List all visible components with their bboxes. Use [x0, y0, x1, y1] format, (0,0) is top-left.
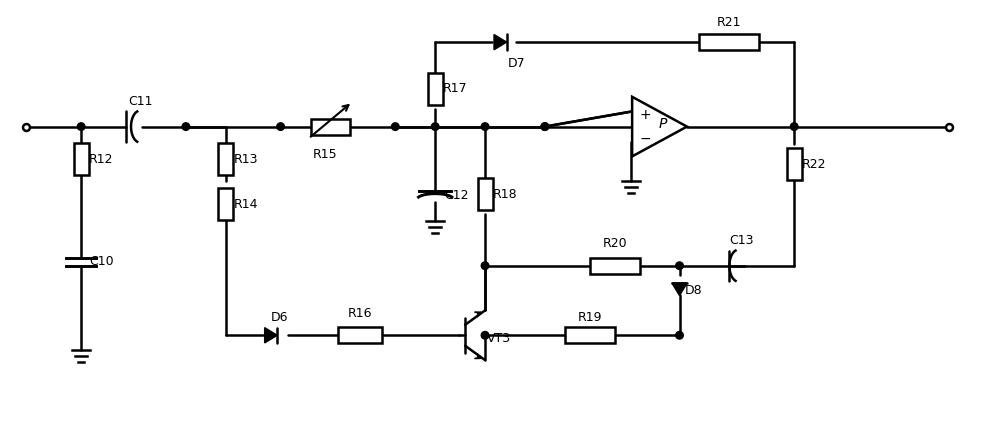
Bar: [699, 34, 759, 50]
Text: R16: R16: [348, 307, 373, 320]
Text: D7: D7: [508, 57, 526, 71]
Text: R13: R13: [234, 153, 258, 166]
Text: D8: D8: [684, 284, 702, 297]
Circle shape: [431, 123, 439, 131]
Bar: [338, 327, 382, 343]
Text: R17: R17: [443, 82, 468, 95]
Text: R20: R20: [602, 237, 627, 250]
Text: R21: R21: [717, 16, 742, 29]
Bar: [565, 327, 615, 343]
Text: R22: R22: [802, 158, 827, 171]
Bar: [428, 73, 443, 105]
Circle shape: [541, 123, 549, 131]
Text: R19: R19: [578, 311, 602, 324]
Circle shape: [392, 123, 399, 131]
Circle shape: [481, 123, 489, 131]
Text: VT3: VT3: [487, 332, 511, 345]
Bar: [590, 258, 640, 274]
Circle shape: [481, 262, 489, 269]
Circle shape: [182, 123, 190, 131]
Bar: [218, 188, 233, 220]
Bar: [311, 119, 350, 135]
Text: C11: C11: [128, 95, 153, 108]
Circle shape: [541, 123, 549, 131]
Circle shape: [676, 262, 683, 269]
Text: C13: C13: [729, 234, 754, 247]
Circle shape: [481, 332, 489, 339]
Text: −: −: [639, 131, 651, 146]
Bar: [218, 143, 233, 175]
Circle shape: [790, 123, 798, 131]
Circle shape: [77, 123, 85, 131]
Bar: [787, 149, 802, 180]
Bar: [478, 178, 493, 210]
Text: C10: C10: [89, 255, 114, 268]
Text: R12: R12: [89, 153, 114, 166]
Text: R14: R14: [234, 198, 258, 211]
Polygon shape: [265, 328, 277, 343]
Text: R18: R18: [493, 188, 518, 201]
Text: +: +: [639, 108, 651, 122]
Polygon shape: [672, 283, 687, 295]
Bar: [74, 143, 89, 175]
Text: D6: D6: [271, 311, 288, 324]
Text: P: P: [658, 116, 667, 131]
Circle shape: [676, 332, 683, 339]
Text: C12: C12: [444, 189, 469, 202]
Text: R15: R15: [313, 148, 338, 161]
Circle shape: [277, 123, 284, 131]
Polygon shape: [632, 97, 687, 157]
Polygon shape: [494, 34, 507, 50]
